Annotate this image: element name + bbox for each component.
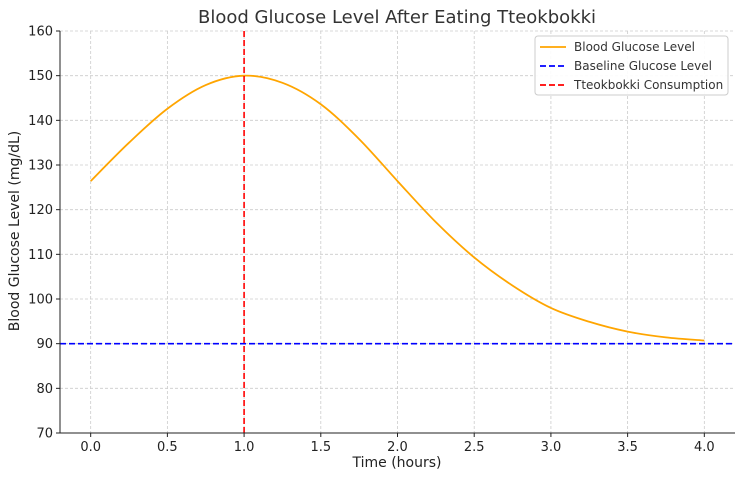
x-tick-label: 2.5 bbox=[464, 440, 485, 455]
y-tick-label: 150 bbox=[28, 69, 53, 84]
y-tick-label: 110 bbox=[28, 248, 53, 263]
x-tick-label: 1.5 bbox=[310, 440, 331, 455]
ticks: 0.0 0.5 1.0 1.5 2.0 2.5 3.0 3.5 4.0 70 80 90 100 110 1… bbox=[28, 25, 714, 456]
x-tick-label: 0.5 bbox=[157, 440, 178, 455]
y-tick-label: 140 bbox=[28, 114, 53, 129]
x-axis-title: Time (hours) bbox=[352, 455, 442, 471]
y-tick-label: 130 bbox=[28, 159, 53, 174]
legend-box bbox=[534, 35, 729, 96]
y-tick-label: 80 bbox=[36, 382, 53, 397]
x-tick-label: 1.0 bbox=[234, 440, 255, 455]
chart-title: Blood Glucose Level After Eating Tteokbo… bbox=[198, 7, 596, 28]
y-tick-label: 160 bbox=[28, 25, 53, 40]
y-axis-title: Blood Glucose Level (mg/dL) bbox=[7, 131, 23, 331]
legend: Blood Glucose Level Baseline Glucose Leve… bbox=[534, 35, 729, 96]
legend-label: Tteokbokki Consumption bbox=[573, 78, 723, 92]
blood-glucose-line bbox=[90, 74, 705, 342]
x-tick-label: 3.5 bbox=[617, 440, 638, 455]
x-tick-label: 3.0 bbox=[541, 440, 562, 455]
y-tick-label: 70 bbox=[36, 427, 53, 442]
y-tick-label: 120 bbox=[28, 203, 53, 218]
y-tick-label: 100 bbox=[28, 293, 53, 308]
x-tick-label: 2.0 bbox=[387, 440, 408, 455]
y-tick-label: 90 bbox=[36, 337, 53, 352]
series-layer bbox=[60, 31, 735, 433]
x-tick-label: 0.0 bbox=[80, 440, 101, 455]
legend-label: Baseline Glucose Level bbox=[574, 59, 712, 73]
x-tick-label: 4.0 bbox=[694, 440, 715, 455]
legend-label: Blood Glucose Level bbox=[574, 40, 695, 54]
